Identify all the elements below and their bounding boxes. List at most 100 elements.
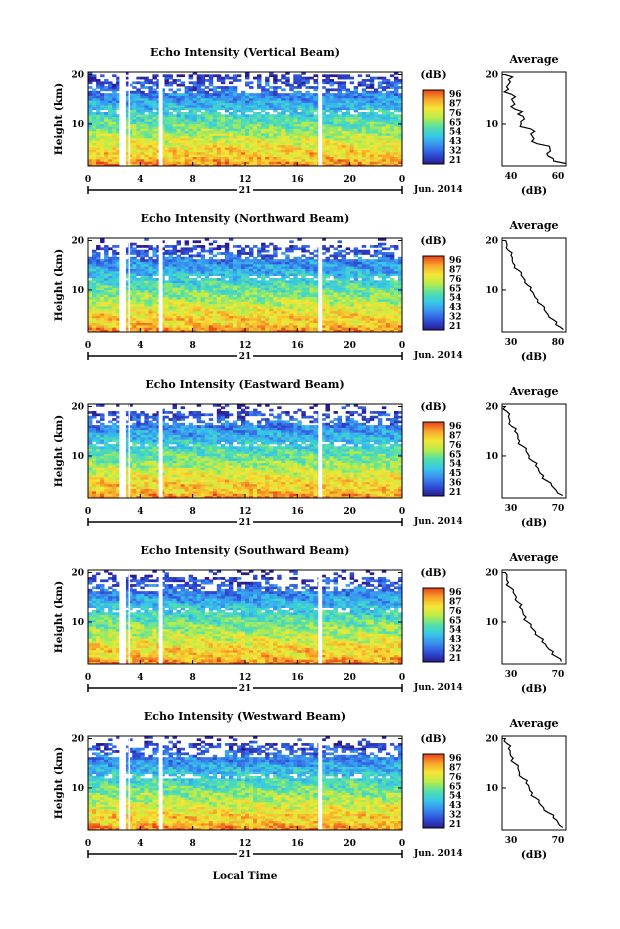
heatmap-cell <box>261 151 266 155</box>
heatmap-cell <box>172 142 177 146</box>
heatmap-cell <box>232 263 238 267</box>
heatmap-cell <box>249 137 254 141</box>
heatmap-cell <box>152 161 157 165</box>
heatmap-cell <box>269 90 274 94</box>
heatmap-cell <box>393 90 399 94</box>
heatmap-cell <box>269 289 274 293</box>
heatmap-cell <box>257 81 262 85</box>
heatmap-cell <box>240 322 246 326</box>
heatmap-cell <box>285 149 290 153</box>
heatmap-cell <box>212 119 218 122</box>
heatmap-cell <box>204 273 210 276</box>
heatmap-cell <box>393 163 399 166</box>
heatmap-cell <box>281 306 286 309</box>
heatmap-cell <box>357 294 363 298</box>
heatmap-cell <box>257 320 262 323</box>
heatmap-cell <box>124 313 129 316</box>
heatmap-cell <box>341 114 347 118</box>
heatmap-cell <box>92 282 97 286</box>
heatmap-cell <box>188 324 194 328</box>
heatmap-cell <box>208 104 214 108</box>
heatmap-cell <box>381 81 387 85</box>
heatmap-cell <box>357 285 363 288</box>
heatmap-cell <box>357 158 363 162</box>
heatmap-cell <box>192 299 198 302</box>
heatmap-cell <box>297 266 302 269</box>
heatmap-cell <box>132 310 137 314</box>
heatmap-cell <box>176 301 181 305</box>
heatmap-cell <box>377 270 383 274</box>
heatmap-cell <box>301 128 306 132</box>
heatmap-cell <box>232 280 238 284</box>
heatmap-cell <box>188 301 194 305</box>
heatmap-cell <box>220 320 226 323</box>
heatmap-cell <box>108 149 113 153</box>
heatmap-cell <box>192 280 198 284</box>
heatmap-cell <box>172 156 177 160</box>
heatmap-cell <box>208 126 214 129</box>
heatmap-cell <box>112 147 117 150</box>
heatmap-cell <box>232 275 238 279</box>
heatmap-cell <box>184 121 190 125</box>
heatmap-cell <box>112 296 117 300</box>
heatmap-cell <box>313 116 318 120</box>
average-x-tick-label: 40 <box>505 172 518 182</box>
heatmap-cell <box>204 107 210 110</box>
heatmap-cell <box>240 133 246 136</box>
heatmap-cell <box>257 275 262 279</box>
heatmap-cell <box>88 137 93 141</box>
heatmap-cell <box>128 163 133 166</box>
heatmap-cell <box>208 156 214 160</box>
heatmap-cell <box>345 296 351 300</box>
heatmap-cell <box>124 275 129 279</box>
heatmap-cell <box>293 86 298 89</box>
heatmap-cell <box>228 270 234 274</box>
heatmap-cell <box>389 123 395 127</box>
heatmap-cell <box>116 273 121 276</box>
heatmap-cell <box>92 158 97 162</box>
heatmap-cell <box>112 137 117 141</box>
heatmap-cell <box>148 126 153 129</box>
heatmap-cell <box>116 287 121 291</box>
heatmap-cell <box>345 76 351 80</box>
heatmap-cell <box>277 313 282 316</box>
heatmap-cell <box>389 102 395 106</box>
heatmap-cell <box>180 130 186 134</box>
heatmap-cell <box>349 163 355 166</box>
heatmap-cell <box>297 296 302 300</box>
heatmap-cell <box>369 109 375 113</box>
heatmap-cell <box>176 133 181 136</box>
heatmap-cell <box>124 303 129 307</box>
heatmap-cell <box>92 327 97 331</box>
heatmap-cell <box>397 308 402 312</box>
heatmap-cell <box>293 142 298 146</box>
heatmap-cell <box>204 277 210 281</box>
heatmap-cell <box>144 142 149 146</box>
heatmap-cell <box>104 329 109 332</box>
heatmap-cell <box>345 102 351 106</box>
heatmap-cell <box>337 133 343 136</box>
average-frame <box>501 71 567 167</box>
heatmap-cell <box>293 289 298 293</box>
heatmap-cell <box>208 294 214 298</box>
heatmap-cell <box>337 268 343 272</box>
heatmap-cell <box>297 158 302 162</box>
heatmap-cell <box>108 301 113 305</box>
heatmap-cell <box>353 277 359 281</box>
heatmap-cell <box>192 93 198 96</box>
heatmap-cell <box>188 144 194 148</box>
heatmap-cell <box>224 76 230 80</box>
heatmap-cell <box>128 308 133 312</box>
heatmap-cell <box>333 296 338 300</box>
heatmap-cell <box>281 313 286 316</box>
heatmap-cell <box>204 111 210 115</box>
heatmap-cell <box>168 317 173 321</box>
heatmap-cell <box>220 273 226 276</box>
heatmap-cell <box>208 144 214 148</box>
heatmap-cell <box>164 315 169 319</box>
heatmap-cell <box>257 263 262 267</box>
heatmap-cell <box>301 111 306 115</box>
heatmap-cell <box>88 154 93 157</box>
heatmap-cell <box>216 154 222 157</box>
heatmap-cell <box>385 97 391 101</box>
